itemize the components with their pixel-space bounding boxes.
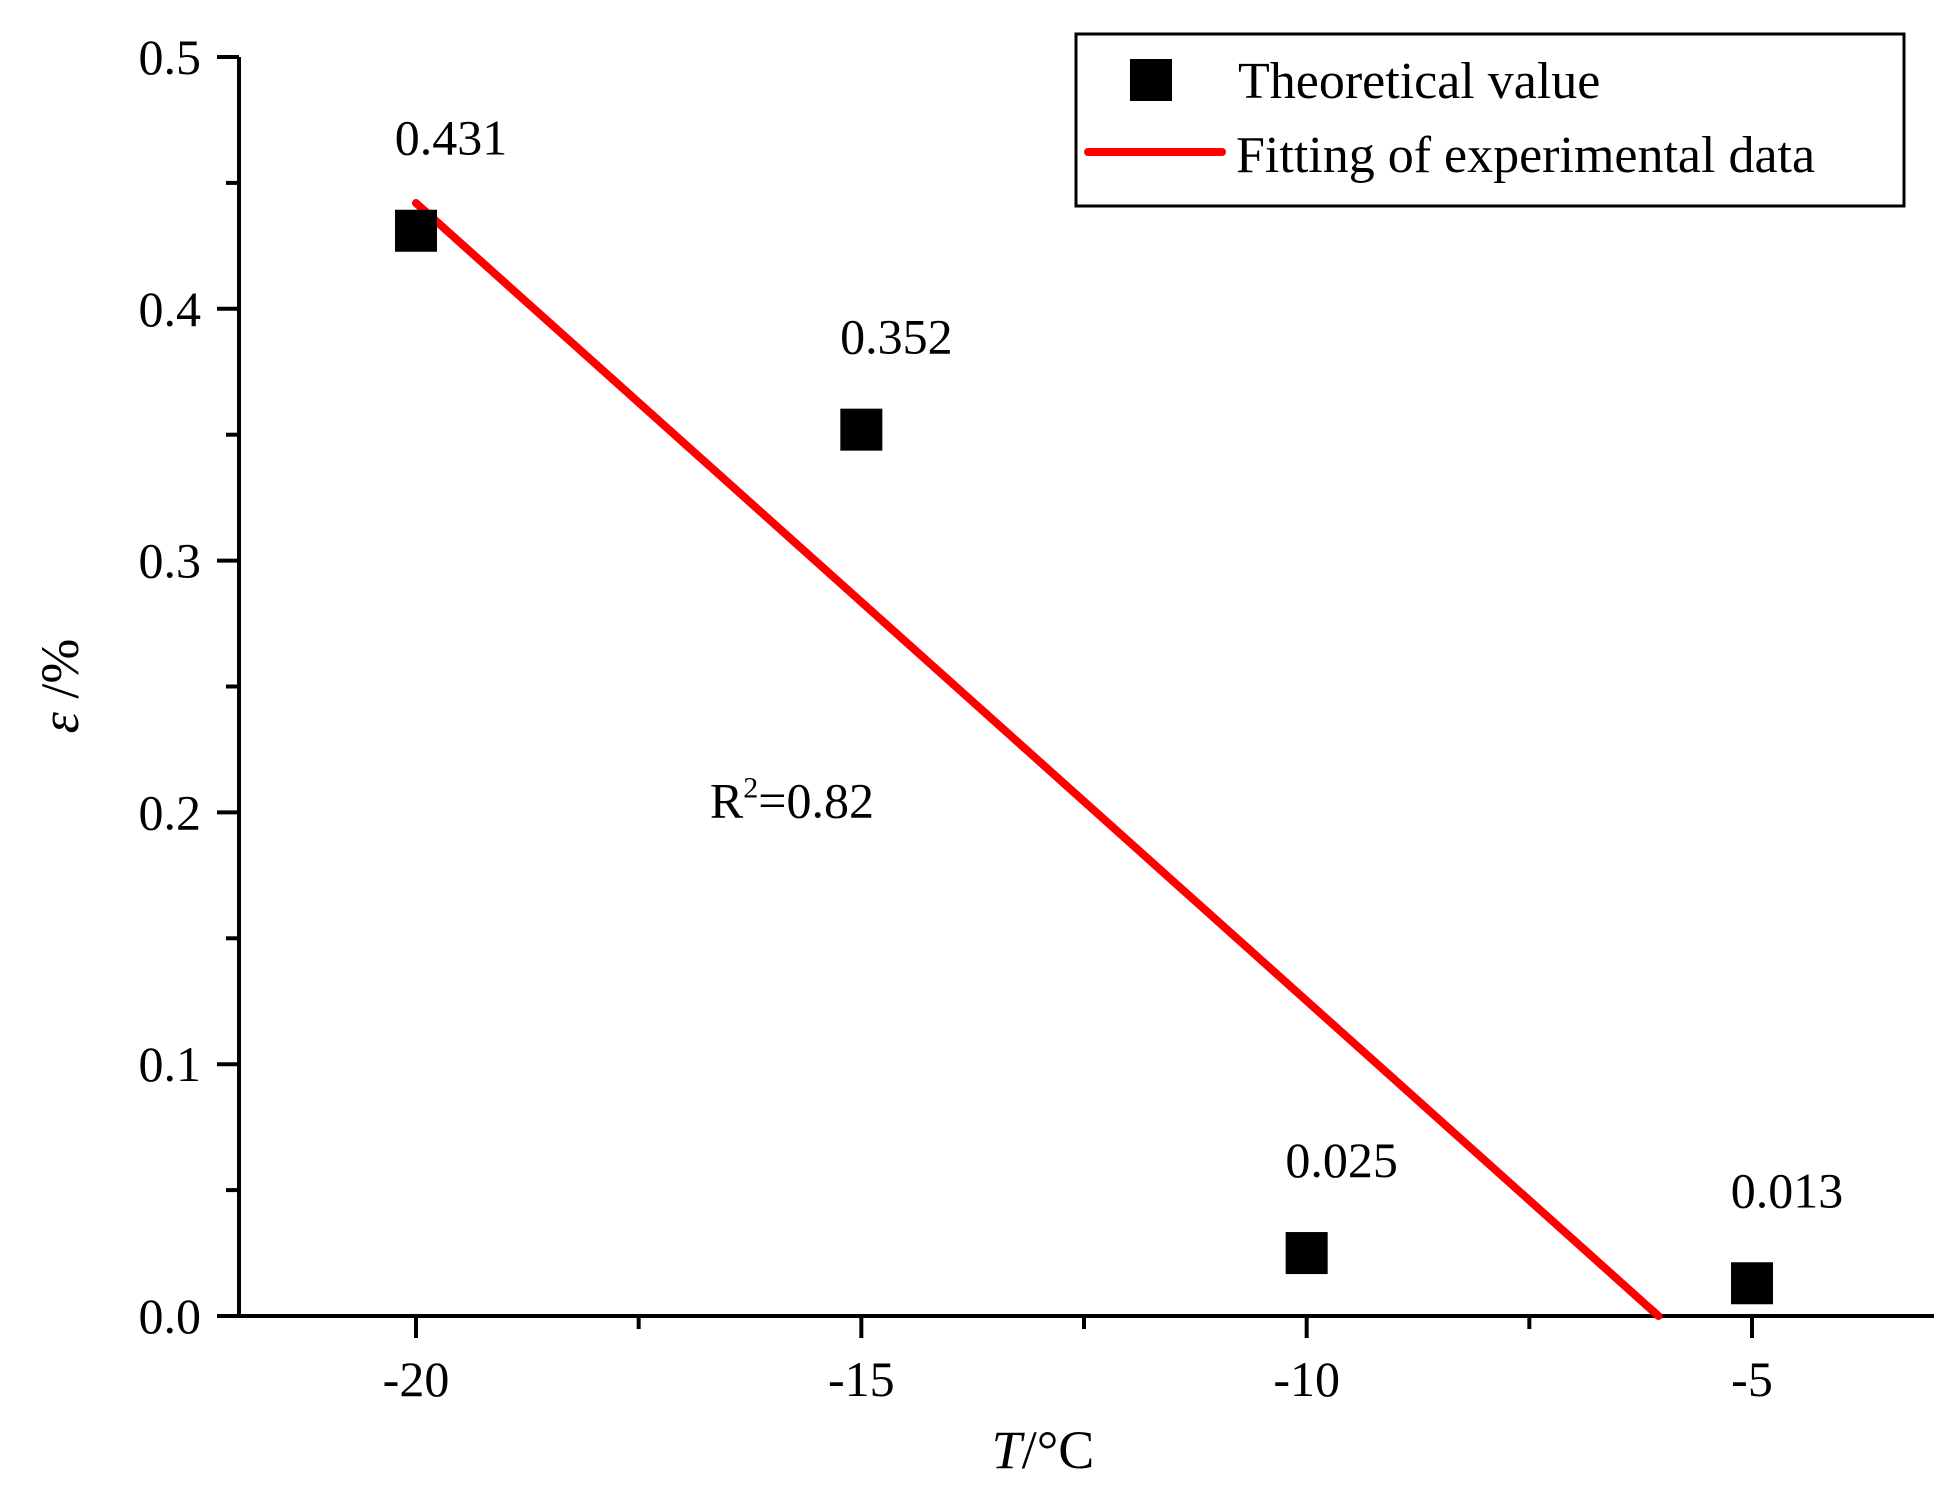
data-label: 0.431 — [395, 110, 508, 166]
r-squared-base: R — [710, 772, 744, 828]
x-axis-title-symbol: T — [992, 1420, 1026, 1480]
data-label: 0.025 — [1285, 1132, 1398, 1188]
y-tick-label: 0.0 — [139, 1288, 202, 1344]
y-axis-title-unit: /% — [30, 639, 90, 713]
x-axis-title: T/°C — [992, 1420, 1095, 1480]
legend-box — [1074, 32, 1906, 208]
data-points — [395, 209, 1773, 1305]
legend-label-theoretical: Theoretical value — [1238, 53, 1600, 110]
y-axis-title: ε /% — [30, 639, 90, 734]
y-axis-title-symbol: ε — [30, 711, 90, 733]
data-point — [395, 209, 437, 252]
data-point — [1285, 1232, 1328, 1275]
data-label: 0.352 — [840, 309, 953, 365]
x-tick-label: -20 — [383, 1351, 450, 1407]
y-tick-label: 0.3 — [139, 533, 202, 589]
x-tick-label: -15 — [828, 1351, 895, 1407]
data-point — [840, 408, 883, 451]
x-axis-title-unit: /°C — [1022, 1420, 1095, 1480]
x-tick-label: -5 — [1731, 1351, 1773, 1407]
fit-line — [412, 199, 1663, 1320]
x-tick-label: -10 — [1273, 1351, 1340, 1407]
r-squared-value: =0.82 — [758, 772, 874, 828]
r-squared-annotation: R2=0.82 — [710, 771, 874, 828]
x-ticks: -20 -15 -10 -5 — [383, 1316, 1773, 1407]
r-squared-superscript: 2 — [743, 771, 758, 804]
legend: Theoretical value Fitting of experimenta… — [1074, 32, 1906, 208]
legend-label-fitting: Fitting of experimental data — [1236, 127, 1815, 184]
y-tick-label: 0.1 — [139, 1036, 202, 1092]
y-tick-label: 0.2 — [139, 784, 202, 840]
data-label: 0.013 — [1731, 1162, 1844, 1218]
data-point — [1731, 1262, 1773, 1305]
y-tick-label: 0.4 — [139, 281, 202, 337]
y-ticks: 0.0 0.1 0.2 0.3 0.4 0.5 — [139, 29, 239, 1344]
y-tick-label: 0.5 — [139, 29, 202, 85]
data-labels: 0.431 0.352 0.025 0.013 — [395, 110, 1844, 1219]
legend-marker-square — [1130, 59, 1172, 101]
